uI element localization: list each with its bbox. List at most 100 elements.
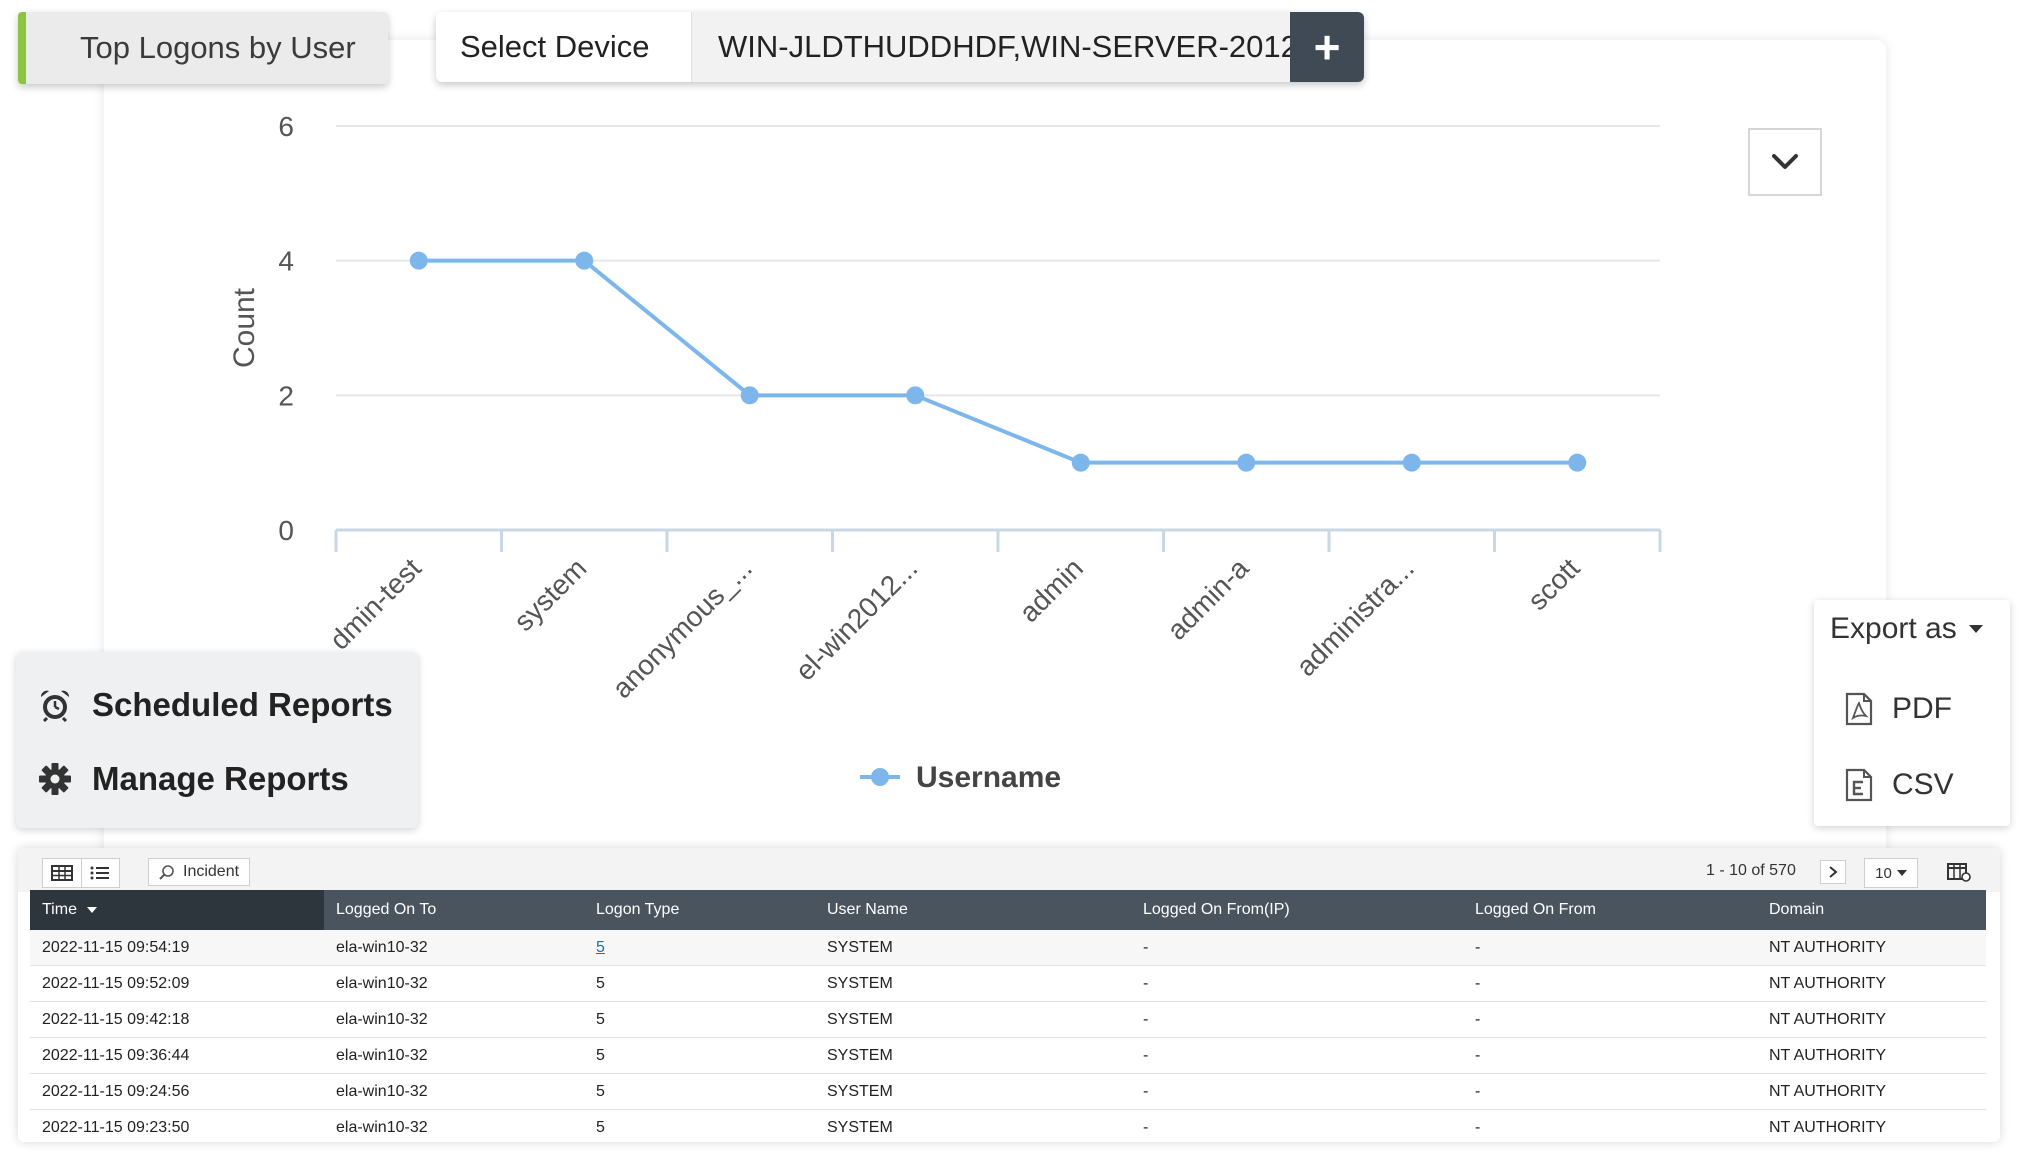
csv-file-icon	[1844, 768, 1874, 802]
table-row[interactable]: 2022-11-15 09:42:18 ela-win10-32 5 SYSTE…	[30, 1001, 1986, 1038]
cell-logon-type: 5	[584, 965, 815, 1002]
cell-domain: NT AUTHORITY	[1757, 1073, 1986, 1110]
column-header-logon-type[interactable]: Logon Type	[584, 890, 815, 930]
grid-view-button[interactable]	[43, 859, 82, 887]
logons-line-chart: 0 2 4 6 dmin-test system anonymous_... el-win20…	[228, 111, 1662, 794]
column-header-label: Time	[42, 901, 77, 918]
y-tick-label: 0	[278, 515, 294, 546]
data-point	[409, 251, 428, 270]
scheduled-reports-item[interactable]: Scheduled Reports	[38, 686, 393, 724]
export-csv-label: CSV	[1892, 768, 1954, 801]
cell-time: 2022-11-15 09:54:19	[30, 930, 324, 966]
view-toggle	[42, 858, 120, 888]
column-header-logged-on-from-ip[interactable]: Logged On From(IP)	[1131, 890, 1463, 930]
cell-logon-type: 5	[584, 1073, 815, 1110]
cell-logged-on-from: -	[1463, 930, 1757, 966]
manage-reports-item[interactable]: Manage Reports	[38, 760, 349, 798]
column-settings-icon	[1947, 863, 1971, 882]
cell-logged-on-to: ela-win10-32	[324, 965, 584, 1002]
x-tick-label: anonymous_...	[606, 552, 758, 704]
cell-domain: NT AUTHORITY	[1757, 965, 1986, 1002]
table-toolbar: Incident 1 - 10 of 570 10	[18, 848, 2000, 892]
column-header-logged-on-from[interactable]: Logged On From	[1463, 890, 1757, 930]
cell-logged-on-from-ip: -	[1131, 930, 1463, 966]
page-size-value: 10	[1875, 864, 1892, 882]
x-tick-label: system	[508, 552, 593, 637]
logons-table-panel: Incident 1 - 10 of 570 10	[18, 848, 2000, 1142]
y-tick-label: 6	[278, 111, 294, 142]
table-row[interactable]: 2022-11-15 09:36:44 ela-win10-32 5 SYSTE…	[30, 1037, 1986, 1074]
x-tick-label: dmin-test	[324, 552, 427, 655]
device-selector-value[interactable]: WIN-JLDTHUDDHDF,WIN-SERVER-2012	[692, 12, 1290, 82]
cell-domain: NT AUTHORITY	[1757, 930, 1986, 966]
cell-logged-on-from: -	[1463, 1001, 1757, 1038]
column-header-domain[interactable]: Domain	[1757, 890, 1986, 930]
report-title-tab[interactable]: Top Logons by User	[18, 12, 388, 84]
report-title: Top Logons by User	[80, 30, 356, 65]
data-point	[740, 386, 759, 405]
cell-logged-on-to: ela-win10-32	[324, 930, 584, 966]
incident-button[interactable]: Incident	[148, 858, 251, 886]
device-selector-label: Select Device	[436, 12, 692, 82]
device-selector: Select Device WIN-JLDTHUDDHDF,WIN-SERVER…	[436, 12, 1364, 82]
series-line-username	[418, 258, 1578, 465]
add-device-button[interactable]: +	[1290, 12, 1364, 82]
cell-logged-on-to: ela-win10-32	[324, 1073, 584, 1110]
column-header-user-name[interactable]: User Name	[815, 890, 1131, 930]
column-header-time[interactable]: Time	[30, 890, 324, 930]
list-view-button[interactable]	[82, 859, 120, 887]
data-point	[906, 386, 925, 405]
legend-marker	[871, 768, 889, 786]
cell-logon-type: 5	[584, 930, 815, 966]
x-tick-label: administra...	[1290, 552, 1420, 682]
chart-options-dropdown[interactable]	[1748, 128, 1822, 196]
table-row[interactable]: 2022-11-15 09:52:09 ela-win10-32 5 SYSTE…	[30, 965, 1986, 1002]
next-page-button[interactable]	[1820, 860, 1846, 884]
x-tick-label: admin	[1013, 552, 1089, 628]
page-size-select[interactable]: 10	[1864, 858, 1918, 888]
table-row[interactable]: 2022-11-15 09:24:56 ela-win10-32 5 SYSTE…	[30, 1073, 1986, 1110]
cell-logged-on-from: -	[1463, 965, 1757, 1002]
column-chooser-button[interactable]	[1946, 860, 1972, 884]
cell-logon-type: 5	[584, 1001, 815, 1038]
pagination-info: 1 - 10 of 570	[1706, 862, 1796, 879]
cell-time: 2022-11-15 09:52:09	[30, 965, 324, 1002]
cell-time: 2022-11-15 09:24:56	[30, 1073, 324, 1110]
y-axis-label: Count	[228, 287, 261, 368]
pdf-file-icon	[1844, 692, 1874, 726]
sort-desc-icon	[86, 906, 97, 913]
table-row[interactable]: 2022-11-15 09:54:19 ela-win10-32 5 SYSTE…	[30, 930, 1986, 966]
x-tick-label: scott	[1522, 552, 1586, 616]
cell-logged-on-from-ip: -	[1131, 1001, 1463, 1038]
cell-domain: NT AUTHORITY	[1757, 1001, 1986, 1038]
logon-type-link[interactable]: 5	[596, 938, 605, 956]
table-grid-icon	[50, 865, 73, 881]
export-pdf-option[interactable]: PDF	[1844, 692, 1952, 726]
data-point	[1237, 453, 1256, 472]
list-icon	[90, 866, 110, 880]
logons-table: Time Logged On To Logon Type User Name L…	[30, 890, 1986, 1142]
x-tick-label: admin-a	[1161, 552, 1255, 646]
caret-down-icon	[1896, 870, 1907, 876]
cell-logon-type: 5	[584, 1037, 815, 1074]
table-header-row: Time Logged On To Logon Type User Name L…	[30, 890, 1986, 930]
table-row[interactable]: 2022-11-15 09:23:50 ela-win10-32 5 SYSTE…	[30, 1109, 1986, 1142]
column-header-logged-on-to[interactable]: Logged On To	[324, 890, 584, 930]
manage-reports-label: Manage Reports	[92, 760, 349, 797]
legend-label-username: Username	[916, 761, 1061, 794]
cell-logged-on-from: -	[1463, 1109, 1757, 1142]
cell-logged-on-to: ela-win10-32	[324, 1109, 584, 1142]
chevron-down-icon	[1772, 154, 1798, 169]
alarm-clock-icon	[38, 688, 72, 722]
incident-search-icon	[159, 864, 175, 880]
cell-user-name: SYSTEM	[815, 1001, 1131, 1038]
data-point	[575, 251, 594, 270]
export-as-label: Export as	[1830, 612, 1957, 645]
scheduled-reports-label: Scheduled Reports	[92, 686, 393, 723]
cell-logged-on-to: ela-win10-32	[324, 1001, 584, 1038]
export-as-dropdown[interactable]: Export as	[1830, 612, 1983, 646]
cell-logged-on-to: ela-win10-32	[324, 1037, 584, 1074]
cell-domain: NT AUTHORITY	[1757, 1109, 1986, 1142]
export-csv-option[interactable]: CSV	[1844, 768, 1954, 802]
cell-logged-on-from: -	[1463, 1037, 1757, 1074]
